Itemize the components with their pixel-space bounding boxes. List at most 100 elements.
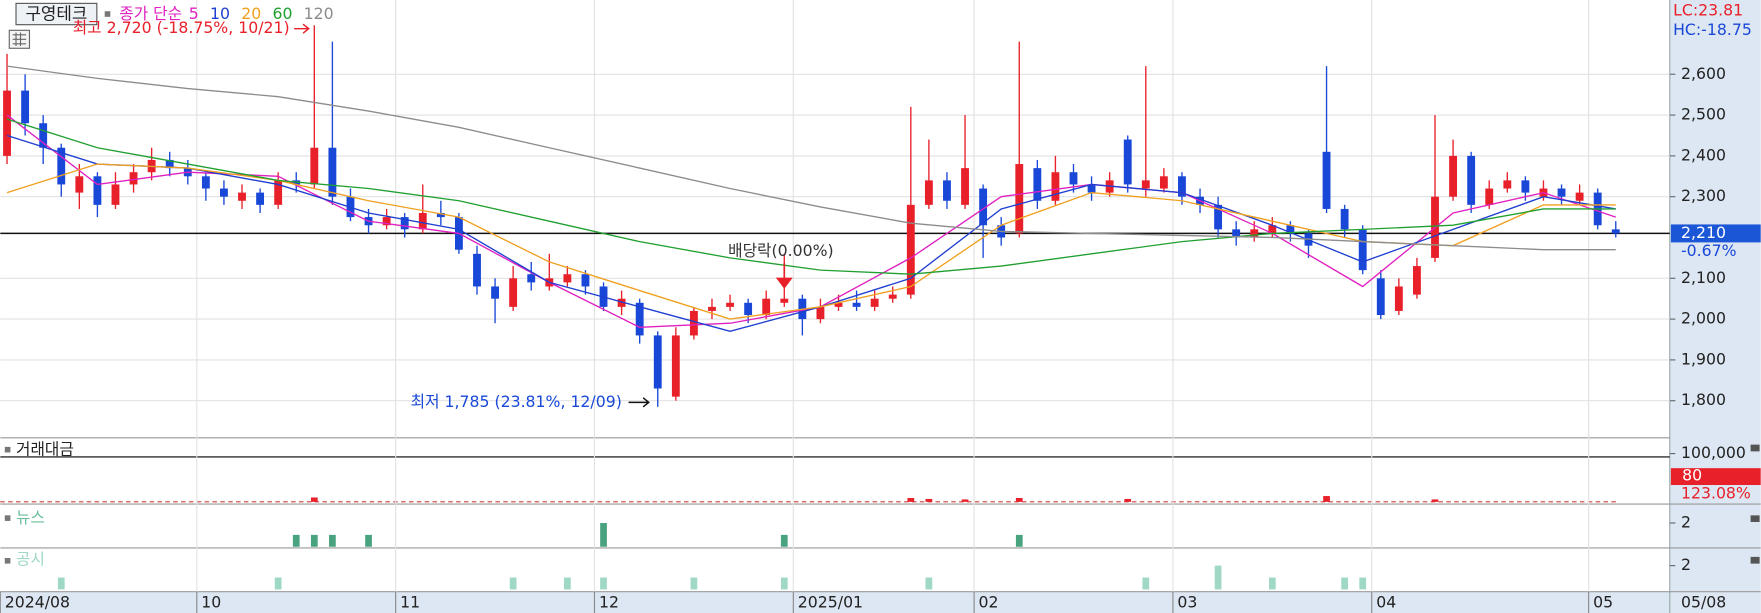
candle-body bbox=[473, 253, 481, 287]
volume-change-label: 123.08% bbox=[1681, 483, 1751, 502]
candle-body bbox=[1051, 172, 1060, 201]
x-axis-band bbox=[0, 591, 1761, 613]
bar bbox=[780, 534, 788, 547]
candle-body bbox=[1449, 155, 1458, 197]
bar bbox=[925, 577, 933, 590]
header: 구영테크 종가 단순 bbox=[8, 2, 182, 49]
candle-body bbox=[780, 298, 789, 303]
candle-body bbox=[744, 302, 753, 316]
candle-body bbox=[256, 192, 265, 205]
x-tick-label: 03 bbox=[1177, 592, 1197, 611]
candle-body bbox=[816, 306, 825, 320]
y-tick-label: 1,800 bbox=[1681, 390, 1726, 409]
bar bbox=[57, 577, 65, 590]
x-tick-label: 04 bbox=[1376, 592, 1396, 611]
candle-body bbox=[1413, 266, 1421, 295]
y-tick-label: 2,000 bbox=[1681, 309, 1726, 328]
x-tick-label: 10 bbox=[201, 592, 221, 611]
candle-body bbox=[93, 176, 102, 205]
bar bbox=[329, 534, 336, 547]
candle-body bbox=[1178, 176, 1186, 197]
candle-body bbox=[1033, 168, 1042, 201]
candle-body bbox=[961, 168, 969, 205]
candle-body bbox=[382, 217, 391, 226]
candle-body bbox=[1268, 225, 1277, 234]
candle-body bbox=[527, 274, 536, 283]
candle-body bbox=[491, 286, 500, 299]
candle-body bbox=[1087, 184, 1096, 193]
candle-body bbox=[220, 188, 228, 197]
bar bbox=[780, 577, 788, 590]
bar bbox=[1015, 497, 1023, 502]
candle-body bbox=[1123, 139, 1132, 185]
ma-line bbox=[6, 65, 1616, 251]
candle-body bbox=[762, 298, 771, 316]
bar bbox=[1268, 577, 1276, 590]
candle-body bbox=[581, 274, 590, 287]
candle-body bbox=[708, 306, 716, 311]
candle-body bbox=[274, 180, 283, 205]
candle-body bbox=[328, 147, 337, 197]
y-tick-label: 2 bbox=[1681, 512, 1691, 531]
x-tick-label: 05 bbox=[1593, 592, 1613, 611]
panel-bullet bbox=[4, 557, 11, 564]
candle-body bbox=[1286, 225, 1295, 234]
candle-body bbox=[111, 184, 120, 205]
candle-body bbox=[1232, 229, 1241, 238]
bar bbox=[907, 497, 915, 502]
candle-body bbox=[129, 172, 138, 185]
candle-body bbox=[1069, 172, 1078, 185]
candle-body bbox=[509, 278, 518, 307]
current-price-box bbox=[1670, 224, 1761, 243]
annotation-arrow bbox=[294, 23, 310, 34]
bar bbox=[1142, 577, 1150, 590]
bar bbox=[292, 534, 300, 547]
candle-body bbox=[1521, 180, 1530, 193]
x-tick-label: 11 bbox=[400, 592, 420, 611]
grid-icon-lines bbox=[12, 32, 27, 47]
candle-body bbox=[436, 213, 445, 218]
annotation-arrow bbox=[628, 397, 650, 408]
candle-body bbox=[1485, 188, 1494, 205]
stock-name-box[interactable] bbox=[15, 2, 98, 26]
candle-body bbox=[1557, 188, 1566, 197]
candle-body bbox=[852, 302, 861, 307]
bar bbox=[1124, 498, 1132, 502]
y-tick-label: 2,300 bbox=[1681, 186, 1726, 205]
annotation: 최고 2,720 (-18.75%, 10/21) bbox=[73, 18, 290, 37]
candle-body bbox=[943, 180, 951, 201]
candle-body bbox=[57, 147, 66, 185]
y-tick-label: 2,100 bbox=[1681, 268, 1726, 287]
annotation-arrow bbox=[775, 262, 793, 289]
candle-body bbox=[834, 302, 843, 307]
bar bbox=[564, 577, 571, 590]
volume-last-label: 80 bbox=[1682, 466, 1702, 485]
candle-body bbox=[1503, 180, 1512, 189]
bar bbox=[1359, 577, 1367, 590]
candle-body bbox=[1214, 204, 1223, 230]
bar bbox=[600, 522, 607, 547]
x-tick-label: 2025/01 bbox=[798, 592, 863, 611]
bar bbox=[310, 497, 318, 502]
candle-body bbox=[310, 147, 319, 185]
annotation: 배당락(0.00%) bbox=[728, 241, 833, 260]
bar bbox=[509, 577, 517, 590]
candle-body bbox=[1394, 286, 1403, 311]
candle-body bbox=[1141, 180, 1150, 189]
y-tick-label: 2 bbox=[1681, 555, 1691, 574]
panel-bullet bbox=[4, 446, 11, 453]
candle-body bbox=[1159, 176, 1168, 189]
volume-last-box bbox=[1670, 468, 1761, 486]
candle-body bbox=[635, 302, 644, 336]
bar bbox=[1341, 577, 1348, 590]
candle-body bbox=[1322, 151, 1331, 209]
candle-body bbox=[1467, 155, 1476, 205]
stock-name: 구영테크 bbox=[25, 4, 87, 24]
bar bbox=[1015, 534, 1023, 547]
end-date: 05/08 bbox=[1681, 592, 1726, 611]
y-tick-label: 100,000 bbox=[1681, 443, 1746, 462]
candle-body bbox=[906, 204, 915, 295]
legend-entry: 10 bbox=[210, 4, 230, 23]
bar bbox=[365, 534, 372, 547]
